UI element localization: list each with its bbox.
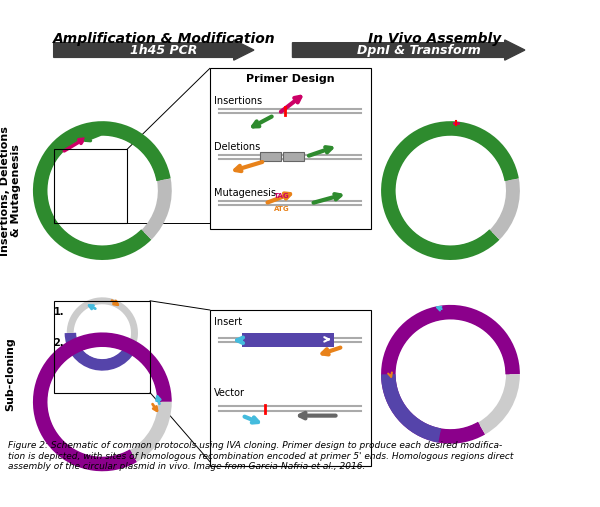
Bar [283,152,304,161]
Bar [260,152,281,161]
Text: ATG: ATG [274,206,289,212]
Bar [210,68,371,229]
Text: Insertions, Deletions
& Mutagenesis: Insertions, Deletions & Mutagenesis [0,126,21,256]
Bar [53,301,150,392]
Text: 1h45 PCR: 1h45 PCR [130,44,197,57]
Text: 1.: 1. [53,307,64,317]
Text: Mutagenesis: Mutagenesis [214,188,277,198]
Text: Figure 2: Schematic of common protocols using IVA cloning. Primer design to prod: Figure 2: Schematic of common protocols … [8,442,513,471]
FancyArrow shape [292,40,525,60]
Text: Primer Design: Primer Design [246,74,335,84]
Bar [210,310,371,466]
Text: Insertions: Insertions [214,96,263,106]
Text: Deletions: Deletions [214,142,260,152]
Bar [53,149,127,223]
Text: DpnI & Transform: DpnI & Transform [357,44,481,57]
FancyArrow shape [53,40,254,60]
Text: Sub-cloning: Sub-cloning [5,338,16,411]
Text: Amplification & Modification: Amplification & Modification [53,31,275,46]
Text: TAG: TAG [274,193,289,199]
Text: Insert: Insert [214,317,242,328]
Text: Vector: Vector [214,388,245,398]
Text: In Vivo Assembly: In Vivo Assembly [368,31,502,46]
Bar [242,333,334,347]
Text: 2.: 2. [53,338,64,347]
